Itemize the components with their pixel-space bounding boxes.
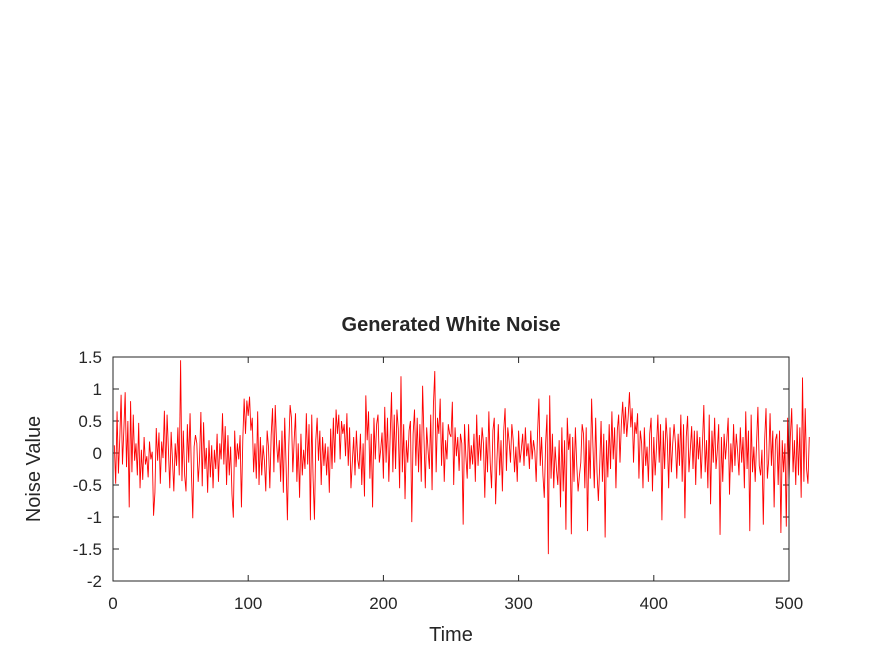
y-tick-label: 1 [93,380,102,399]
y-tick-label: -0.5 [73,476,102,495]
y-tick-label: 0 [93,444,102,463]
x-tick-label: 100 [234,594,262,613]
x-tick-label: 200 [369,594,397,613]
x-tick-label: 300 [504,594,532,613]
y-tick-label: 1.5 [78,348,102,367]
y-tick-label: -1 [87,508,102,527]
y-tick-label: -2 [87,572,102,591]
x-tick-label: 0 [108,594,117,613]
y-tick-label: -1.5 [73,540,102,559]
chart-title: Generated White Noise [342,314,561,336]
x-axis-label: Time [429,624,473,646]
noise-series-line [113,360,810,555]
axis-tick-labels: 0 100 200 300 400 500 -2 -1.5 -1 -0.5 0 0.5 1 1.5 [73,348,803,613]
x-tick-label: 400 [640,594,668,613]
y-tick-label: 0.5 [78,412,102,431]
y-axis-label: Noise Value [23,416,45,522]
axes-box [112,356,790,582]
x-tick-label: 500 [775,594,803,613]
